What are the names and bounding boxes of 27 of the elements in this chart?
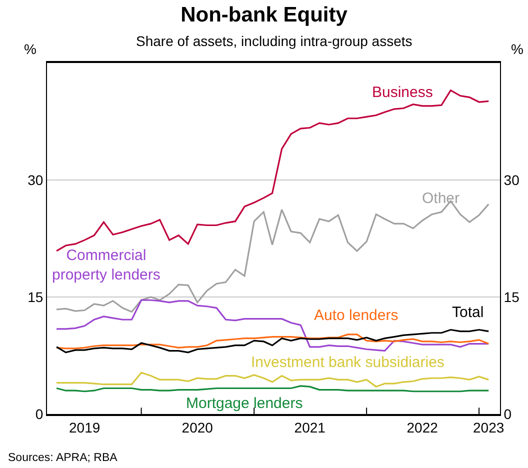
x-tick-label: 2019 [69, 420, 100, 436]
chart-title: Non-bank Equity [180, 4, 348, 27]
y-tick-label: 0 [35, 406, 44, 422]
series-label: Investment bank subsidiaries [251, 354, 444, 371]
x-tick-label: 2020 [182, 420, 214, 436]
y2-tick-label: 30 [504, 172, 520, 188]
y2-axis-title: % [511, 41, 524, 57]
line-series [56, 328, 490, 354]
y-axis-title: % [24, 41, 36, 57]
y2-tick-label: 0 [504, 406, 512, 422]
y-tick-label: 30 [28, 172, 44, 188]
line-series [56, 299, 490, 352]
x-tick-label: 2022 [406, 420, 438, 436]
line-series [56, 334, 490, 350]
series-label: Commercial property lenders [52, 247, 160, 284]
chart-subtitle: Share of assets, including intra-group assets [136, 33, 412, 49]
x-tick-label: 2023 [473, 420, 504, 436]
series-label: Total [452, 304, 484, 321]
series-label: Auto lenders [314, 307, 398, 324]
series-label: Mortgage lenders [186, 395, 303, 412]
y-tick-label: 15 [28, 288, 44, 305]
source-note: Sources: APRA; RBA [8, 452, 118, 464]
y2-tick-label: 15 [504, 288, 520, 305]
line-series [56, 372, 490, 388]
x-tick-label: 2021 [294, 420, 326, 436]
series-label: Other [422, 190, 460, 207]
series-label: Business [372, 84, 433, 101]
